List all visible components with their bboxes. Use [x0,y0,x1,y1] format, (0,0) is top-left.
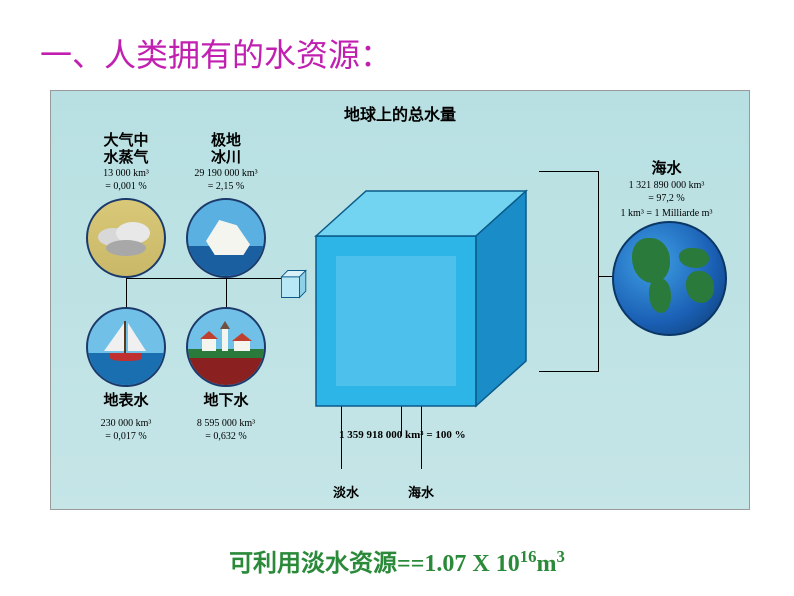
footnote-prefix: 可利用淡水资源==1.07 X 10 [229,551,520,577]
polar-percent: = 2,15 % [171,181,281,192]
diagram-title: 地球上的总水量 [51,101,749,125]
atmosphere-percent: = 0,001 % [71,181,181,192]
polar-label2: 冰川 [171,150,281,167]
heading-text: 一、人类拥有的水资源： [40,37,392,73]
village-icon [186,307,266,387]
atmosphere-volume: 13 000 km³ [71,168,181,179]
surface-volume: 230 000 km³ [71,418,181,429]
ground-volume: 8 595 000 km³ [171,418,281,429]
polar-label1: 极地 [171,133,281,150]
item-surface-water: 地表水 230 000 km³ = 0,017 % [71,301,181,442]
seawater-block: 海水 1 321 890 000 km³ = 97,2 % 1 km³ = 1 … [594,161,739,219]
item-atmosphere: 大气中 水蒸气 13 000 km³ = 0,001 % [71,133,181,278]
footnote: 可利用淡水资源==1.07 X 1016m3 [0,543,794,578]
line-sea-bot-h [539,371,599,372]
seawater-note: 1 km³ = 1 Milliarde m³ [594,208,739,219]
item-ground-water: 地下水 8 595 000 km³ = 0,632 % [171,301,281,442]
iceberg-icon [186,198,266,278]
water-diagram: 地球上的总水量 大气中 水蒸气 13 000 km³ = 0,001 % 极地 … [50,90,750,510]
seawater-label: 海水 [594,161,739,178]
ground-label: 地下水 [171,393,281,410]
clouds-icon [86,198,166,278]
ground-percent: = 0,632 % [171,431,281,442]
main-cube [306,186,536,416]
polar-volume: 29 190 000 km³ [171,168,281,179]
footnote-3: 3 [557,547,565,566]
line-sea-top-h [539,171,599,172]
atmosphere-label1: 大气中 [71,133,181,150]
footnote-m: m [537,551,557,577]
seawater-bottom-label: 海水 [386,482,456,501]
footnote-exp: 16 [520,547,537,566]
atmosphere-label2: 水蒸气 [71,150,181,167]
total-value: 1 359 918 000 km³ = 100 % [339,429,466,441]
item-polar-ice: 极地 冰川 29 190 000 km³ = 2,15 % [171,133,281,278]
surface-percent: = 0,017 % [71,431,181,442]
line-top-h [126,278,281,279]
globe-icon [612,221,727,336]
page-heading: 一、人类拥有的水资源： [40,30,392,76]
sailboat-icon [86,307,166,387]
surface-label: 地表水 [71,393,181,410]
seawater-volume: 1 321 890 000 km³ [594,180,739,191]
seawater-percent: = 97,2 % [594,193,739,204]
freshwater-label: 淡水 [311,482,381,501]
